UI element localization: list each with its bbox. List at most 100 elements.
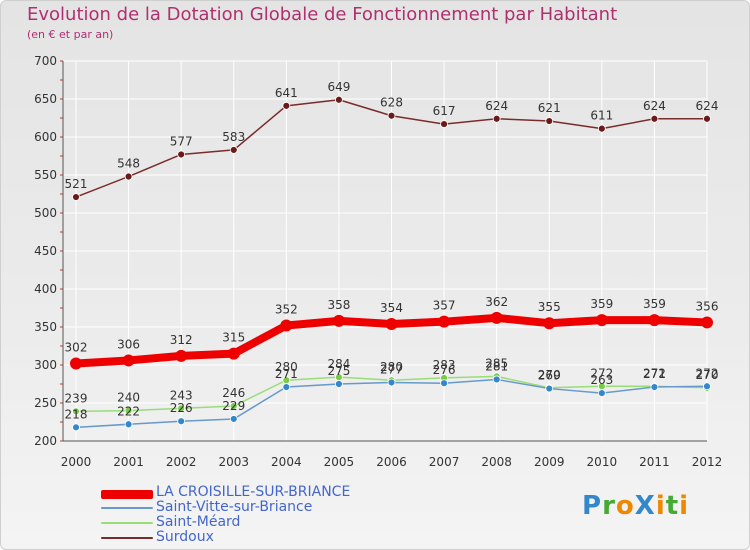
data-point: [332, 314, 345, 327]
x-tick-label: 2000: [61, 455, 92, 469]
data-point: [175, 349, 188, 362]
data-label: 611: [590, 109, 613, 123]
data-label: 240: [117, 391, 140, 405]
logo-letter: X: [634, 491, 656, 521]
data-label: 617: [433, 104, 456, 118]
data-label: 226: [170, 401, 193, 415]
data-point: [70, 357, 82, 370]
logo-letter: r: [602, 491, 616, 521]
data-point: [440, 120, 448, 128]
data-point: [385, 317, 398, 330]
x-tick-label: 2012: [692, 455, 723, 469]
x-tick-label: 2003: [218, 455, 249, 469]
legend-label-surdoux: Surdoux: [156, 529, 214, 545]
legend-label-saint-vitte: Saint-Vitte-sur-Briance: [156, 499, 313, 515]
y-tick-label: 500: [34, 206, 57, 220]
data-label: 302: [65, 340, 88, 354]
legend-label-croisille: LA CROISILLE-SUR-BRIANCE: [156, 484, 351, 500]
data-point: [701, 316, 713, 329]
data-point: [492, 114, 501, 123]
data-label: 272: [590, 366, 613, 380]
x-tick-label: 2009: [534, 455, 565, 469]
data-point: [703, 382, 711, 391]
proxiti-logo: ProXiti: [582, 491, 689, 521]
legend-swatch-saint-vitte: [101, 507, 153, 509]
data-point: [387, 111, 396, 120]
data-label: 355: [538, 300, 561, 314]
x-tick-label: 2011: [639, 455, 670, 469]
x-tick-label: 2010: [587, 455, 618, 469]
data-point: [124, 420, 133, 429]
data-point: [597, 389, 606, 398]
data-label: 359: [643, 297, 666, 311]
data-point: [280, 319, 293, 332]
data-label: 218: [65, 407, 88, 421]
data-label: 284: [327, 357, 350, 371]
data-label: 283: [433, 358, 456, 372]
logo-letter: P: [582, 491, 603, 521]
data-point: [229, 415, 238, 423]
legend-swatch-croisille: [101, 490, 153, 499]
data-label: 362: [485, 295, 508, 309]
data-label: 315: [222, 331, 245, 345]
data-point: [72, 193, 80, 201]
chart-title: Evolution de la Dotation Globale de Fonc…: [27, 4, 618, 25]
data-label: 222: [117, 404, 140, 418]
data-label: 271: [275, 367, 298, 381]
logo-letter: t: [665, 491, 680, 521]
data-label: 239: [65, 391, 88, 405]
data-point: [335, 95, 343, 104]
x-tick-label: 2006: [376, 455, 407, 469]
y-tick-label: 250: [34, 396, 57, 410]
legend-swatch-saint-meard: [101, 522, 153, 524]
x-tick-label: 2001: [113, 455, 144, 469]
data-label: 312: [170, 333, 193, 347]
x-tick-label: 2008: [481, 455, 512, 469]
data-label: 271: [643, 367, 666, 381]
y-tick-label: 650: [34, 92, 57, 106]
data-label: 275: [327, 364, 350, 378]
data-label: 357: [433, 299, 456, 313]
data-label: 649: [327, 80, 350, 94]
data-point: [650, 114, 659, 123]
data-point: [72, 407, 80, 416]
data-label: 270: [538, 368, 561, 382]
data-point: [545, 384, 554, 393]
data-point: [492, 375, 501, 384]
logo-letter: o: [615, 491, 635, 521]
data-label: 280: [380, 360, 403, 374]
data-label: 548: [117, 157, 140, 171]
data-label: 272: [643, 366, 666, 380]
data-point: [122, 354, 135, 367]
data-label: 577: [170, 134, 193, 148]
data-label: 641: [275, 86, 298, 100]
chart-subtitle: (en € et par an): [27, 28, 114, 41]
data-point: [282, 101, 291, 110]
data-label: 229: [222, 399, 245, 413]
data-point: [650, 383, 659, 391]
data-label: 285: [485, 356, 508, 370]
x-tick-label: 2007: [429, 455, 460, 469]
data-label: 272: [696, 366, 719, 380]
data-point: [335, 380, 343, 388]
legend-label-saint-meard: Saint-Méard: [156, 514, 241, 530]
data-label: 521: [65, 177, 88, 191]
data-label: 281: [485, 359, 508, 373]
data-point: [177, 417, 186, 426]
data-point: [597, 124, 606, 133]
y-tick-label: 300: [34, 358, 57, 372]
data-label: 624: [696, 99, 719, 113]
logo-letter: i: [679, 491, 690, 521]
data-point: [227, 347, 240, 360]
y-tick-label: 200: [34, 434, 57, 448]
data-label: 306: [117, 337, 140, 351]
data-point: [124, 406, 133, 415]
data-label: 624: [643, 99, 666, 113]
data-label: 628: [380, 96, 403, 110]
data-point: [282, 383, 291, 391]
data-label: 270: [696, 368, 719, 382]
data-point: [490, 311, 503, 324]
data-label: 583: [222, 130, 245, 144]
data-label: 277: [380, 362, 403, 376]
